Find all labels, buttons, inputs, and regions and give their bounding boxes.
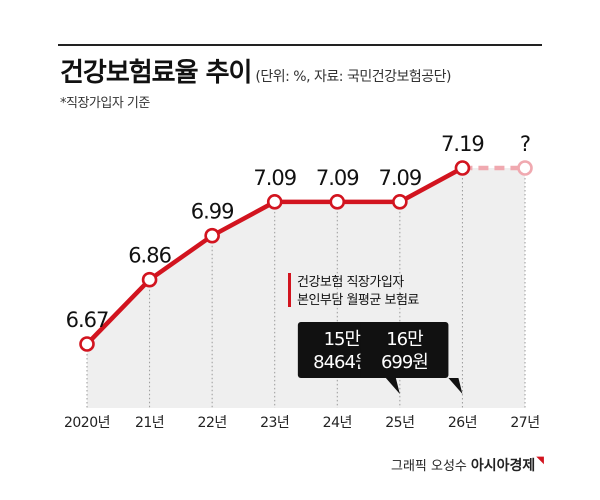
callout-text: 699원	[381, 352, 428, 373]
credit-author: 그래픽 오성수	[390, 459, 467, 474]
x-tick-label: 24년	[323, 415, 352, 431]
x-tick-label: 27년	[510, 415, 539, 431]
value-label: 6.86	[128, 244, 171, 268]
credit-brand-mark: ◥	[536, 455, 544, 466]
value-label: 6.99	[191, 200, 234, 224]
callout-text: 16만	[386, 329, 423, 350]
callout-text: 8464원	[313, 352, 370, 373]
chart-subtitle: *직장가입자 기준	[60, 96, 150, 111]
title-note: (단위: %, 자료: 국민건강보험공단)	[255, 69, 451, 85]
callout-pointer	[448, 378, 463, 394]
data-point	[141, 271, 158, 288]
value-label: 7.19	[441, 132, 484, 156]
legend-marker	[288, 273, 291, 307]
callout-pointer	[385, 378, 400, 394]
chart-title: 건강보험료율 추이 (단위: %, 자료: 국민건강보험공단)	[60, 52, 451, 89]
data-point	[329, 194, 346, 210]
x-tick-label: 22년	[198, 415, 227, 431]
legend-text: 본인부담 월평균 보험료	[297, 293, 419, 308]
x-tick-label: 23년	[260, 415, 289, 431]
data-point	[204, 227, 220, 244]
value-label: 7.09	[316, 166, 359, 190]
x-tick-label: 26년	[448, 415, 477, 431]
credit: 그래픽 오성수 아시아경제◥	[391, 455, 544, 475]
title-text: 건강보험료율 추이	[60, 58, 252, 88]
callout-text: 15만	[324, 329, 361, 350]
data-point	[454, 160, 471, 176]
credit-brand: 아시아경제	[470, 458, 536, 474]
data-point	[266, 194, 283, 210]
value-label: 6.67	[66, 308, 109, 332]
value-label: 7.09	[253, 166, 296, 190]
callout-box	[360, 322, 449, 378]
legend-text: 건강보험 직장가입자	[297, 275, 404, 290]
top-rule	[58, 44, 542, 46]
x-tick-label: 2020년	[64, 415, 110, 431]
x-tick-label: 21년	[135, 415, 164, 431]
data-point	[79, 336, 95, 352]
data-point	[392, 194, 408, 210]
value-label: ?	[520, 132, 530, 156]
projection-point	[517, 160, 533, 176]
x-tick-label: 25년	[385, 415, 414, 431]
value-label: 7.09	[378, 166, 421, 190]
